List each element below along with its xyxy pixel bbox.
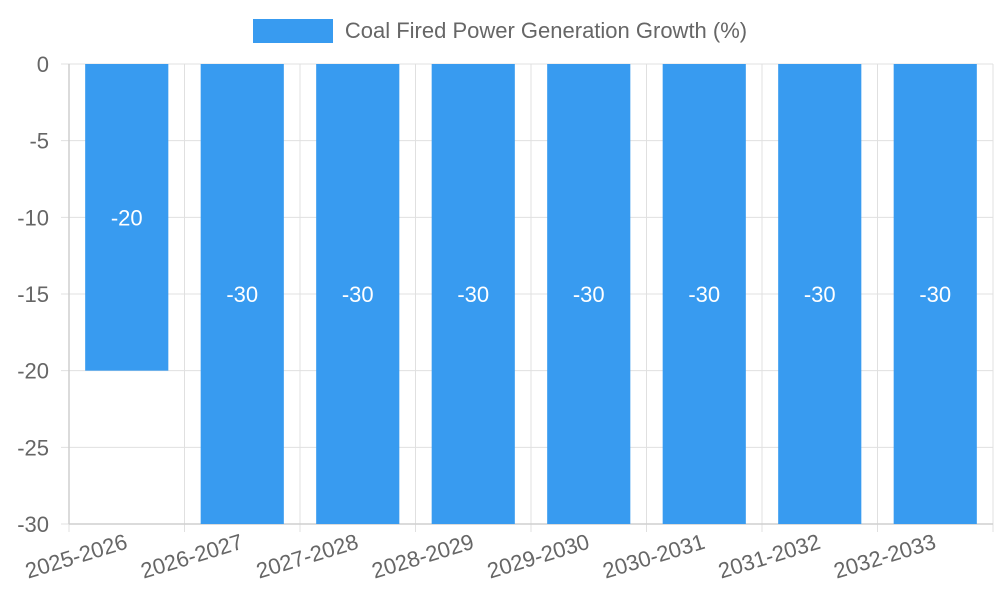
x-tick-label: 2032-2033 (831, 529, 939, 584)
y-tick-label: -15 (17, 282, 49, 307)
data-label: -30 (457, 282, 489, 307)
bar (547, 64, 631, 524)
data-label: -20 (111, 205, 143, 230)
bar (893, 64, 977, 524)
legend-label: Coal Fired Power Generation Growth (%) (344, 18, 748, 43)
bar (85, 64, 169, 371)
y-tick-label: -5 (29, 129, 49, 154)
data-label: -30 (688, 282, 720, 307)
x-tick-label: 2031-2032 (715, 529, 823, 584)
bar (200, 64, 284, 524)
data-label: -30 (226, 282, 258, 307)
bar (662, 64, 746, 524)
x-tick-label: 2029-2030 (484, 529, 592, 584)
x-tick-label: 2030-2031 (600, 529, 708, 584)
y-tick-label: -25 (17, 435, 49, 460)
x-tick-label: 2025-2026 (22, 529, 130, 584)
data-label: -30 (804, 282, 836, 307)
y-tick-label: -20 (17, 359, 49, 384)
legend-swatch (252, 19, 333, 43)
bar (316, 64, 400, 524)
y-tick-label: 0 (37, 52, 49, 77)
data-label: -30 (342, 282, 374, 307)
data-label: -30 (573, 282, 605, 307)
data-label: -30 (919, 282, 951, 307)
y-tick-label: -30 (17, 512, 49, 537)
x-tick-label: 2027-2028 (253, 529, 361, 584)
x-tick-label: 2026-2027 (138, 529, 246, 584)
x-tick-label: 2028-2029 (369, 529, 477, 584)
bar (778, 64, 862, 524)
legend[interactable]: Coal Fired Power Generation Growth (%) (0, 18, 1000, 44)
y-tick-label: -10 (17, 205, 49, 230)
bar (431, 64, 515, 524)
